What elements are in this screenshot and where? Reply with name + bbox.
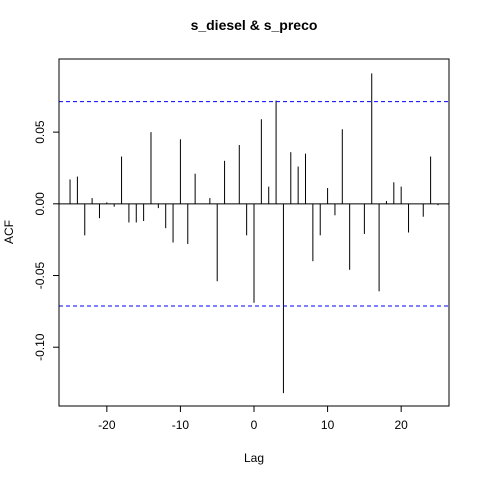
y-tick-label: -0.05	[33, 262, 47, 290]
spikes-group	[59, 73, 449, 394]
x-axis-label: Lag	[244, 451, 264, 465]
x-tick-label: -10	[172, 418, 190, 432]
confidence-lines	[59, 101, 449, 307]
x-axis: -20 -10 0 10 20	[98, 405, 408, 432]
y-tick-label: 0.05	[33, 120, 47, 144]
x-tick-label: 10	[321, 418, 335, 432]
x-tick-label: 20	[394, 418, 408, 432]
y-axis: -0.10 -0.05 0.00 0.05	[33, 120, 60, 361]
x-tick-label: -20	[98, 418, 116, 432]
y-tick-label: -0.10	[33, 333, 47, 361]
y-tick-label: 0.00	[33, 192, 47, 216]
x-tick-label: 0	[251, 418, 258, 432]
chart-title: s_diesel & s_preco	[191, 17, 318, 33]
y-axis-label: ACF	[2, 220, 16, 244]
